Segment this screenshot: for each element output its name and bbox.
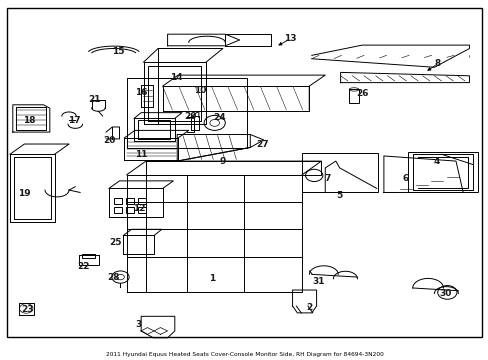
Bar <box>126 78 246 148</box>
Text: 29: 29 <box>184 112 197 121</box>
Text: 24: 24 <box>213 113 225 122</box>
Text: 13: 13 <box>284 35 296 44</box>
Text: 14: 14 <box>170 73 182 82</box>
Bar <box>302 153 377 193</box>
Text: 4: 4 <box>433 157 439 166</box>
Text: 10: 10 <box>194 86 206 95</box>
Bar <box>138 198 146 204</box>
Text: 1: 1 <box>208 274 215 283</box>
Text: 6: 6 <box>402 174 408 183</box>
Text: 15: 15 <box>112 47 124 56</box>
Text: 23: 23 <box>21 305 33 314</box>
Text: 18: 18 <box>23 116 35 125</box>
Bar <box>114 198 122 204</box>
Text: 17: 17 <box>67 116 80 125</box>
Bar <box>407 152 477 193</box>
Bar <box>114 207 122 213</box>
Text: 5: 5 <box>336 192 342 201</box>
Text: 31: 31 <box>312 276 325 285</box>
Text: 8: 8 <box>434 59 440 68</box>
Text: 26: 26 <box>355 89 368 98</box>
Bar <box>125 198 134 204</box>
Text: 7: 7 <box>324 174 330 183</box>
Text: 30: 30 <box>438 289 451 298</box>
Text: 2: 2 <box>305 303 312 312</box>
Text: 21: 21 <box>88 95 101 104</box>
Text: 27: 27 <box>256 140 268 149</box>
Text: 20: 20 <box>102 136 115 145</box>
Text: 28: 28 <box>107 273 120 282</box>
Text: 25: 25 <box>109 238 122 247</box>
Text: 3: 3 <box>135 320 142 329</box>
Bar <box>82 254 95 258</box>
Text: 12: 12 <box>133 204 145 213</box>
Text: 19: 19 <box>18 189 31 198</box>
Text: 22: 22 <box>77 262 89 271</box>
Bar <box>138 207 146 213</box>
Text: 11: 11 <box>135 150 147 159</box>
Bar <box>125 207 134 213</box>
Bar <box>348 89 358 103</box>
Text: 2011 Hyundai Equus Heated Seats Cover-Console Monitor Side, RH Diagram for 84694: 2011 Hyundai Equus Heated Seats Cover-Co… <box>105 352 383 357</box>
Text: 9: 9 <box>219 157 225 166</box>
Text: 16: 16 <box>135 88 147 97</box>
